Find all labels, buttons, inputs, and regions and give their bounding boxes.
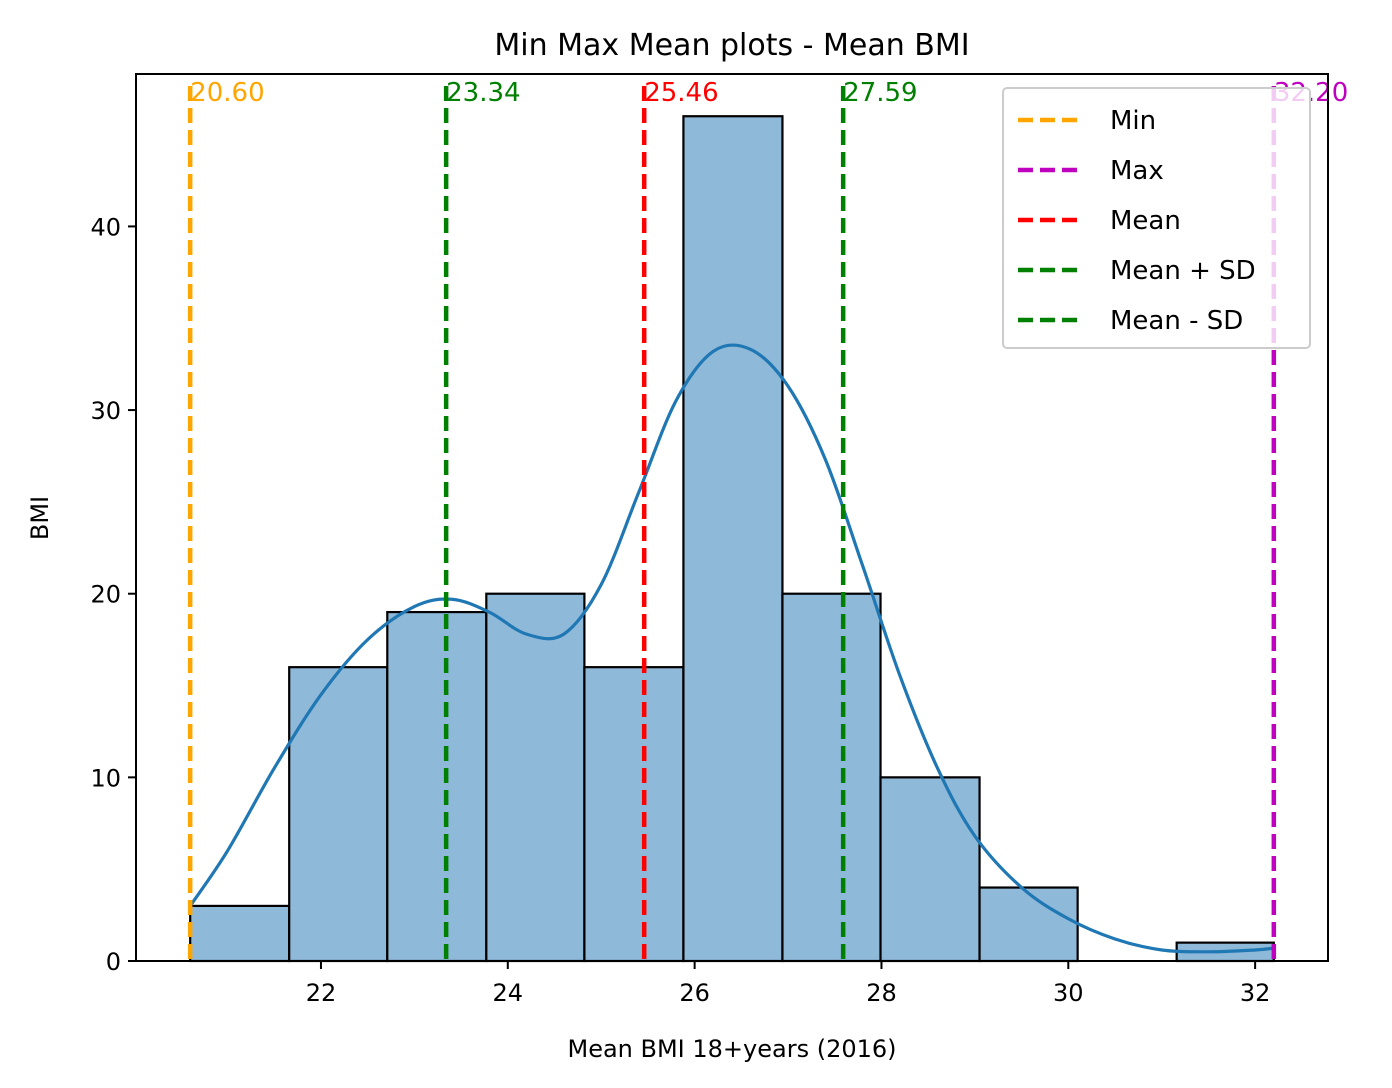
y-tick-label-2: 20 (90, 581, 121, 609)
histogram-bar-0 (189, 904, 291, 963)
legend-label-4: Mean - SD (1110, 306, 1243, 336)
reference-label-2: 25.46 (644, 78, 718, 108)
histogram-bar-1 (288, 666, 389, 963)
x-tick-label-3: 28 (866, 979, 897, 1007)
histogram-bar-3 (485, 592, 586, 963)
y-tick-label-4: 40 (90, 213, 121, 241)
y-tick-label-3: 30 (90, 397, 121, 425)
histogram-bar-5 (682, 115, 784, 963)
x-tick-label-0: 22 (306, 979, 337, 1007)
legend-label-3: Mean + SD (1110, 256, 1256, 286)
reference-label-0: 20.60 (190, 78, 264, 108)
x-tick-label-5: 32 (1240, 979, 1271, 1007)
chart-title: Min Max Mean plots - Mean BMI (494, 28, 969, 63)
axes-frame (135, 73, 1329, 962)
x-tick-label-4: 30 (1053, 979, 1084, 1007)
x-axis-label: Mean BMI 18+years (2016) (567, 1035, 896, 1063)
legend-label-1: Max (1110, 156, 1164, 186)
x-tick-label-1: 24 (493, 979, 524, 1007)
histogram-bar-8 (978, 886, 1079, 963)
histogram-bar-7 (879, 776, 981, 963)
kde-curve (188, 343, 1274, 954)
y-axis-label: BMI (26, 496, 54, 540)
legend-frame (1002, 87, 1311, 349)
histogram-bar-2 (386, 610, 488, 963)
legend: Min Max Mean Mean + SD Mean - SD (1002, 87, 1311, 349)
x-tick-label-2: 26 (679, 979, 710, 1007)
histogram-bar-6 (781, 592, 882, 963)
histogram-bar-4 (583, 666, 685, 963)
legend-label-2: Mean (1110, 206, 1181, 236)
y-tick-label-1: 10 (90, 764, 121, 792)
legend-label-0: Min (1110, 106, 1156, 136)
y-tick-label-0: 0 (106, 948, 121, 976)
reference-label-3: 27.59 (843, 78, 917, 108)
reference-label-1: 23.34 (446, 78, 520, 108)
